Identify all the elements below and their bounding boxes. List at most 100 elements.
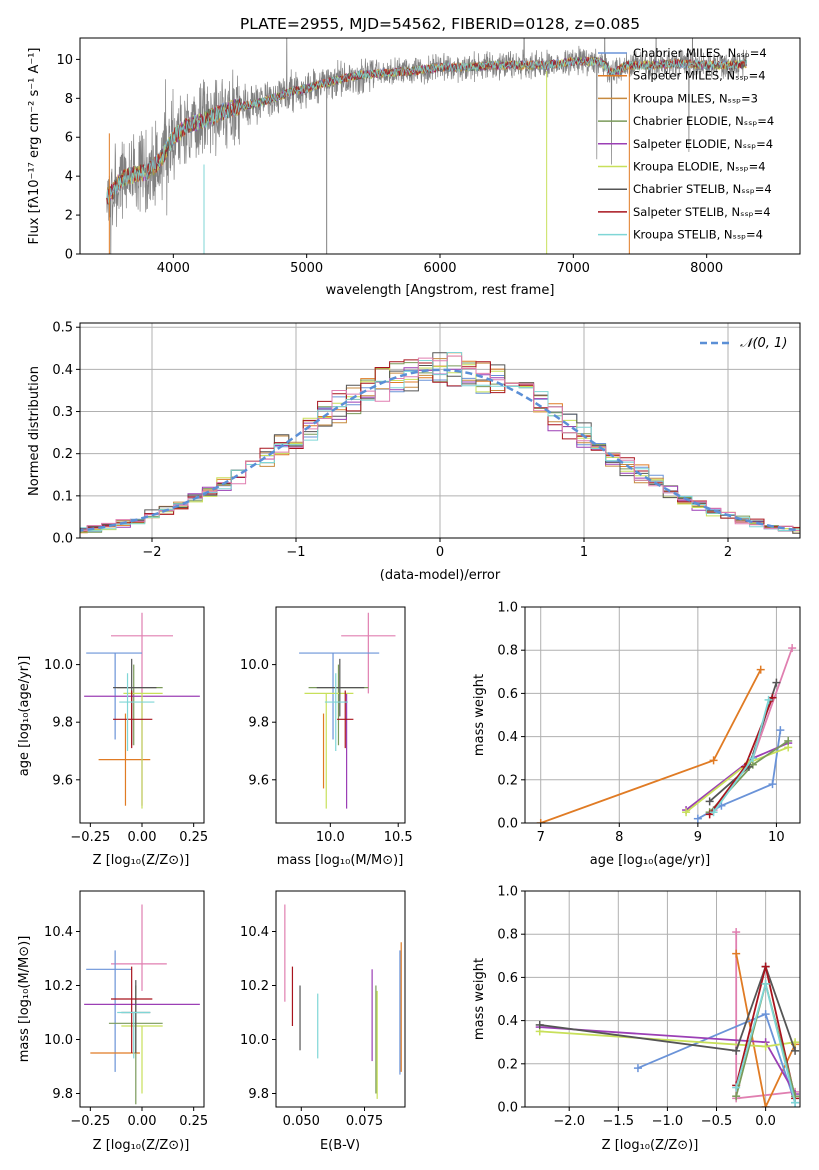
y-tick-label: 4 — [65, 170, 73, 185]
legend-entry: Kroupa ELODIE, Nₛₛₚ=4 — [633, 160, 766, 174]
spectrum-ylabel: Flux [fλ10⁻¹⁷ erg cm⁻² s⁻¹ A⁻¹] — [27, 48, 42, 245]
plot-content — [106, 38, 748, 254]
plus-marker — [682, 808, 691, 817]
y-tick-label: 9.8 — [52, 1087, 73, 1102]
y-tick-label: 0.3 — [52, 405, 73, 420]
plus-marker — [693, 814, 702, 823]
age-z-xlabel: Z [log₁₀(Z/Z⊙)] — [93, 853, 190, 868]
plot-content — [284, 904, 402, 1099]
spectrum-plot-area: 4000 5000 6000 7000 8000 0 2 4 6 8 10 — [56, 37, 801, 276]
residuals-ylabel: Normed distribution — [27, 366, 42, 496]
plus-marker — [732, 1092, 741, 1101]
error-bar — [117, 1011, 151, 1059]
mass-weight-line — [712, 699, 770, 813]
plus-marker — [761, 962, 770, 971]
x-tick-label: 0.25 — [179, 830, 208, 845]
error-bar — [121, 1025, 163, 1094]
plot-content — [535, 928, 800, 1107]
plus-marker — [633, 1064, 642, 1073]
y-tick-label: 1.0 — [497, 885, 518, 900]
x-tick-label: 5000 — [290, 261, 323, 276]
age-vs-metallicity-panel: Z [log₁₀(Z/Z⊙)] age [log₁₀(age/yr)] −0.2… — [17, 606, 208, 868]
mass-ebv-xlabel: E(B-V) — [320, 1138, 360, 1153]
residuals-plot-area: −2 −1 0 1 2 0.0 0.1 0.2 0.3 0.4 0.5 — [52, 321, 801, 560]
age-z-ylabel: age [log₁₀(age/yr)] — [17, 656, 32, 777]
x-tick-label: 7000 — [557, 261, 590, 276]
axes-frame — [524, 890, 801, 1108]
x-tick-label: 9 — [694, 830, 702, 845]
x-tick-label: 0.25 — [179, 1114, 208, 1129]
gaussian-curve — [80, 368, 800, 532]
plus-marker — [784, 736, 793, 745]
x-tick-label: −1.5 — [603, 1114, 635, 1129]
gaussian-legend-label: 𝒩(0, 1) — [740, 336, 787, 351]
mass-ebv-plot-area: 0.050 0.075 9.8 10.0 10.2 10.4 — [240, 890, 406, 1129]
x-tick-label: 0 — [436, 545, 444, 560]
age-vs-mass-panel: mass [log₁₀(M/M⊙)] 10.0 10.5 9.6 9.8 10.0 — [240, 606, 413, 868]
x-tick-label: 8000 — [690, 261, 723, 276]
plus-marker — [732, 949, 741, 958]
plot-content — [80, 352, 800, 534]
error-bar — [86, 950, 132, 1072]
y-tick-label: 0.4 — [497, 730, 518, 745]
axes-frame — [275, 606, 406, 824]
plus-marker — [709, 756, 718, 765]
weight-vs-age-panel: age [log₁₀(age/yr)] mass weight 7 8 9 10 0.0… — [472, 601, 801, 868]
plus-marker — [788, 644, 797, 653]
spectrum-xlabel: wavelength [Angstrom, rest frame] — [326, 283, 555, 298]
axes-frame — [524, 606, 801, 824]
plot-content — [84, 904, 200, 1105]
model-spectrum-line — [106, 56, 748, 203]
plot-content — [536, 644, 797, 823]
y-tick-label: 0.0 — [497, 817, 518, 832]
plot-content — [299, 612, 396, 809]
spectrum-legend: Chabrier MILES, Nₛₛₚ=4 Salpeter MILES, Nₛ… — [598, 46, 774, 242]
plus-marker — [768, 780, 777, 789]
weight-age-ylabel: mass weight — [472, 674, 487, 756]
y-tick-label: 2 — [65, 209, 73, 224]
x-tick-label: 0.0 — [755, 1114, 776, 1129]
x-tick-label: 0.050 — [283, 1114, 320, 1129]
model-spectrum-line — [106, 57, 748, 204]
y-tick-label: 0.2 — [52, 447, 73, 462]
y-tick-label: 10.0 — [240, 658, 269, 673]
y-tick-label: 10.2 — [240, 979, 269, 994]
plot-content — [84, 612, 200, 809]
spectrum-title: PLATE=2955, MJD=54562, FIBERID=0128, z=0… — [240, 15, 640, 33]
mass-z-plot-area: −0.25 0.00 0.25 9.8 10.0 10.2 10.4 — [44, 890, 208, 1129]
axes-frame — [79, 606, 205, 824]
y-tick-label: 0.2 — [497, 1057, 518, 1072]
mass-weight-line — [540, 669, 762, 823]
y-tick-label: 0.2 — [497, 773, 518, 788]
x-tick-label: −2.0 — [553, 1114, 585, 1129]
weight-z-xlabel: Z [log₁₀(Z/Z⊙)] — [602, 1138, 699, 1153]
y-tick-label: 0.4 — [497, 1014, 518, 1029]
x-tick-label: 8 — [615, 830, 623, 845]
mass-z-xlabel: Z [log₁₀(Z/Z⊙)] — [93, 1138, 190, 1153]
y-tick-label: 10.0 — [240, 1033, 269, 1048]
error-bar — [119, 673, 155, 751]
error-bar — [337, 690, 354, 749]
plus-marker — [761, 979, 770, 988]
y-tick-label: 9.8 — [52, 716, 73, 731]
x-tick-label: 1 — [580, 545, 588, 560]
x-tick-label: 0.00 — [128, 830, 157, 845]
plus-marker — [732, 1046, 741, 1055]
y-tick-label: 6 — [65, 131, 73, 146]
x-tick-label: 4000 — [157, 261, 190, 276]
plus-marker — [761, 1010, 770, 1019]
y-tick-label: 0.5 — [52, 321, 73, 336]
x-tick-label: 10.0 — [316, 830, 345, 845]
legend-entry: Kroupa STELIB, Nₛₛₚ=4 — [633, 228, 763, 242]
y-tick-label: 9.6 — [52, 773, 73, 788]
x-tick-label: −0.25 — [70, 1114, 110, 1129]
legend-entry: Chabrier STELIB, Nₛₛₚ=4 — [633, 182, 772, 196]
plus-marker — [772, 678, 781, 687]
plus-marker — [535, 1020, 544, 1029]
residuals-xlabel: (data-model)/error — [380, 568, 501, 583]
legend-entry: Salpeter MILES, Nₛₛₚ=4 — [633, 69, 766, 83]
error-bar — [113, 690, 153, 749]
x-tick-label: 7 — [537, 830, 545, 845]
weight-vs-metallicity-panel: Z [log₁₀(Z/Z⊙)] mass weight −2.0 −1.5 −1.0… — [472, 885, 801, 1153]
